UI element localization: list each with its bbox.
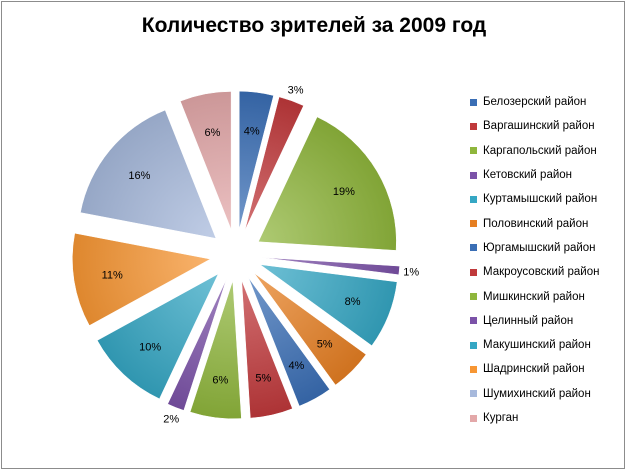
- slice-data-label: 10%: [139, 341, 161, 353]
- legend-swatch: [470, 171, 477, 179]
- pie-slice: [189, 280, 242, 420]
- legend-label: Макушинский район: [483, 339, 591, 352]
- legend-label: Целинный район: [483, 314, 574, 327]
- legend-swatch: [470, 317, 477, 325]
- legend-label: Каргапольский район: [483, 144, 597, 157]
- legend-swatch: [470, 268, 477, 276]
- chart-title: Количество зрителей за 2009 год: [141, 14, 487, 37]
- legend-swatch: [470, 365, 477, 373]
- legend-item: Варгашинский район: [470, 114, 620, 138]
- legend: Белозерский район Варгашинский район Карга…: [470, 90, 620, 430]
- pie-slice: [167, 279, 227, 411]
- pie-slice: [260, 264, 398, 347]
- legend-swatch: [470, 122, 477, 130]
- legend-swatch: [470, 98, 477, 106]
- legend-item: Кетовский район: [470, 163, 620, 187]
- slice-data-label: 5%: [317, 339, 333, 351]
- legend-label: Кетовский район: [483, 169, 573, 182]
- slice-data-label: 5%: [255, 372, 271, 384]
- pie-slice: [248, 277, 330, 407]
- legend-swatch: [470, 147, 477, 155]
- legend-swatch: [470, 390, 477, 398]
- legend-label: Белозерский район: [483, 96, 587, 109]
- legend-swatch: [470, 293, 477, 301]
- legend-label: Шадринский район: [483, 363, 585, 376]
- legend-label: Шумихинский район: [483, 387, 591, 400]
- legend-label: Куртамышский район: [483, 193, 598, 206]
- legend-swatch: [470, 195, 477, 203]
- legend-item: Целинный район: [470, 309, 620, 333]
- legend-label: Курган: [483, 412, 519, 424]
- legend-item: Шумихинский район: [470, 382, 620, 406]
- legend-label: Макроусовский район: [483, 266, 600, 279]
- pie-slice: [254, 273, 367, 386]
- legend-swatch: [470, 414, 477, 422]
- legend-swatch: [470, 244, 477, 252]
- slice-data-label: 11%: [102, 270, 123, 282]
- legend-item: Курган: [470, 406, 620, 430]
- legend-item: Мишкинский район: [470, 284, 620, 308]
- pie-slice: [239, 90, 274, 230]
- legend-swatch: [470, 220, 477, 228]
- pie-slice: [96, 273, 219, 400]
- slice-data-label: 6%: [212, 374, 228, 386]
- pie-slice: [261, 257, 400, 276]
- slice-data-label: 1%: [403, 267, 419, 279]
- slice-data-label: 3%: [288, 84, 304, 96]
- legend-label: Мишкинский район: [483, 290, 585, 303]
- legend-item: Макроусовский район: [470, 260, 620, 284]
- legend-item: Шадринский район: [470, 357, 620, 381]
- pie-slice: [180, 91, 232, 230]
- legend-swatch: [470, 341, 477, 349]
- legend-label: Варгашинский район: [483, 120, 595, 133]
- legend-item: Каргапольский район: [470, 139, 620, 163]
- legend-item: Юргамышский район: [470, 236, 620, 260]
- slice-data-label: 2%: [163, 414, 179, 426]
- slice-data-label: 4%: [288, 360, 304, 372]
- slice-data-label: 6%: [205, 127, 221, 139]
- slice-data-label: 16%: [128, 170, 150, 182]
- pie-slice: [244, 96, 304, 231]
- pie-slice: [80, 109, 217, 239]
- pie-slice: [257, 116, 397, 251]
- pie-slice: [241, 280, 293, 419]
- legend-item: Половинский район: [470, 211, 620, 235]
- slice-data-label: 8%: [345, 296, 361, 308]
- legend-label: Половинский район: [483, 217, 589, 230]
- slice-data-label: 4%: [244, 126, 260, 138]
- legend-item: Куртамышский район: [470, 187, 620, 211]
- legend-item: Макушинский район: [470, 333, 620, 357]
- pie-slice: [72, 232, 212, 326]
- slice-data-label: 19%: [333, 186, 355, 198]
- legend-label: Юргамышский район: [483, 241, 596, 254]
- legend-item: Белозерский район: [470, 90, 620, 114]
